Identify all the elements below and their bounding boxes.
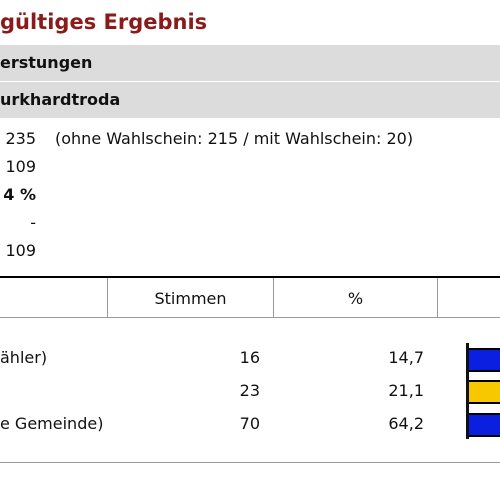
percent: 14,7 — [388, 348, 424, 367]
header-row: erstungen — [0, 53, 93, 72]
votes: 16 — [239, 348, 260, 367]
votes: 23 — [239, 381, 260, 400]
party-swatch — [469, 380, 500, 404]
column-separator — [273, 278, 274, 317]
page-title: gültiges Ergebnis — [0, 10, 208, 34]
table-header: Stimmen % — [0, 276, 500, 318]
party-name: e Gemeinde) — [0, 414, 104, 433]
column-header: % — [347, 289, 364, 308]
column-separator — [107, 278, 108, 317]
party-swatch — [469, 413, 500, 437]
header-band: erstungen — [0, 45, 500, 81]
stat-value: 4 % — [3, 185, 36, 204]
axis-line — [466, 343, 469, 439]
party-name: ähler) — [0, 348, 48, 367]
percent: 21,1 — [388, 381, 424, 400]
percent: 64,2 — [388, 414, 424, 433]
stat-value: 109 — [5, 241, 36, 260]
party-swatch — [469, 348, 500, 372]
header-band: urkhardtroda — [0, 82, 500, 118]
stat-note: (ohne Wahlschein: 215 / mit Wahlschein: … — [55, 129, 414, 148]
column-separator — [437, 278, 438, 317]
stat-value: 109 — [5, 157, 36, 176]
stat-value: 235 — [5, 129, 36, 148]
header-row: urkhardtroda — [0, 90, 121, 109]
votes: 70 — [239, 414, 260, 433]
table-bottom — [0, 462, 500, 463]
column-header: Stimmen — [154, 289, 227, 308]
stat-value: - — [30, 213, 36, 232]
